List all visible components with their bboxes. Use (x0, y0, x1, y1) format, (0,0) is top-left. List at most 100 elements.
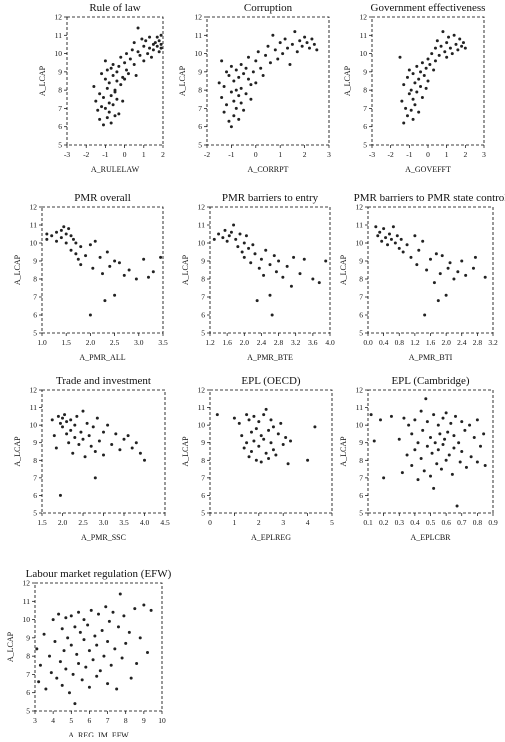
scatter-point (105, 86, 109, 90)
scatter-point (237, 421, 241, 425)
scatter-point (64, 616, 68, 620)
y-tick-label: 7 (33, 473, 37, 482)
x-axis-label: A_CORRPT (248, 165, 289, 174)
scatter-point (269, 441, 273, 445)
scatter-point (460, 44, 464, 48)
scatter-point (252, 439, 256, 443)
scatter-point (221, 236, 225, 240)
y-tick-label: 9 (33, 257, 37, 266)
x-tick-label: 2.0 (240, 338, 250, 347)
scatter-point (376, 234, 380, 238)
scatter-point (73, 423, 77, 427)
scatter-point (445, 55, 449, 59)
x-tick-label: 1.6 (222, 338, 232, 347)
scatter-point (58, 421, 62, 425)
scatter-point (267, 457, 271, 461)
scatter-point (81, 437, 85, 441)
scatter-point (473, 255, 477, 259)
scatter-point (52, 434, 56, 438)
scatter-point (429, 474, 432, 478)
scatter-point (113, 293, 117, 297)
y-axis-label: A_LCAP (181, 436, 190, 467)
scatter-point (236, 245, 240, 249)
scatter-point (281, 275, 285, 279)
scatter-point (220, 59, 224, 63)
scatter-point (239, 86, 243, 90)
scatter-point (274, 270, 278, 274)
scatter-point (138, 53, 142, 57)
x-tick-label: 1 (445, 150, 449, 159)
panel-7: Trade and investment 1.5 2.0 2.5 3.0 3.5 4.0 4.… (13, 375, 170, 542)
scatter-point (393, 241, 397, 245)
y-tick-label: 12 (198, 203, 206, 212)
scatter-point (441, 416, 445, 420)
y-tick-label: 5 (33, 329, 37, 338)
scatter-point (380, 239, 384, 243)
panel-title: Trade and investment (56, 375, 151, 387)
scatter-point (254, 458, 258, 462)
y-tick-label: 6 (33, 311, 37, 320)
scatter-point (439, 44, 443, 48)
scatter-point (424, 397, 428, 401)
x-axis-label: A_EPLCBR (410, 533, 451, 542)
scatter-point (244, 92, 248, 96)
scatter-point (426, 79, 430, 83)
scatter-point (55, 239, 59, 243)
scatter-point (229, 64, 233, 68)
x-tick-label: 0.1 (363, 518, 373, 527)
y-tick-label: 6 (201, 311, 205, 320)
y-tick-label: 11 (360, 31, 367, 40)
scatter-point (464, 273, 468, 277)
scatter-point (237, 117, 241, 121)
scatter-point (397, 437, 401, 441)
y-tick-label: 8 (58, 86, 62, 95)
scatter-point (77, 610, 81, 614)
scatter-point (116, 625, 120, 629)
y-tick-label: 12 (30, 203, 38, 212)
scatter-point (270, 313, 274, 317)
scatter-point (238, 232, 242, 236)
panel-2: Corruption-2 -1 0 1 2 356789101112A_CORRPTA_L… (178, 2, 331, 174)
scatter-point (69, 234, 73, 238)
y-tick-label: 11 (30, 403, 37, 412)
scatter-point (312, 42, 316, 46)
scatter-point (234, 237, 238, 241)
scatter-point (443, 50, 447, 54)
scatter-point (111, 103, 115, 107)
scatter-point (249, 430, 253, 434)
scatter-point (96, 108, 100, 112)
scatter-point (220, 95, 224, 99)
x-tick-label: 10 (158, 716, 166, 725)
scatter-point (259, 257, 263, 261)
scatter-point (247, 246, 251, 250)
scatter-point (49, 671, 53, 675)
y-tick-label: 12 (30, 386, 38, 395)
scatter-point (249, 450, 253, 453)
scatter-point (106, 640, 110, 644)
scatter-point (61, 416, 64, 420)
scatter-point (127, 268, 131, 272)
scatter-point (101, 123, 105, 127)
x-tick-label: 1 (142, 150, 146, 159)
scatter-point (249, 261, 253, 265)
scatter-point (425, 268, 429, 272)
scatter-point (242, 72, 246, 76)
scatter-point (409, 88, 413, 92)
panel-title: Rule of law (89, 2, 140, 14)
scatter-point (98, 669, 102, 673)
scatter-point (82, 618, 86, 622)
x-tick-label: 2.8 (274, 338, 284, 347)
scatter-point (432, 281, 436, 285)
scatter-point (64, 241, 68, 245)
panel-title: PMR barriers to PMR state control (354, 192, 505, 204)
scatter-point (239, 63, 243, 67)
x-tick-label: 1.5 (62, 338, 72, 347)
y-tick-label: 10 (30, 239, 38, 248)
y-axis-label: A_LCAP (13, 436, 22, 467)
scatter-point (262, 413, 266, 417)
scatter-point (93, 239, 97, 243)
scatter-point (264, 451, 268, 455)
y-tick-label: 9 (201, 438, 205, 447)
scatter-point (419, 84, 423, 88)
scatter-point (289, 439, 293, 443)
